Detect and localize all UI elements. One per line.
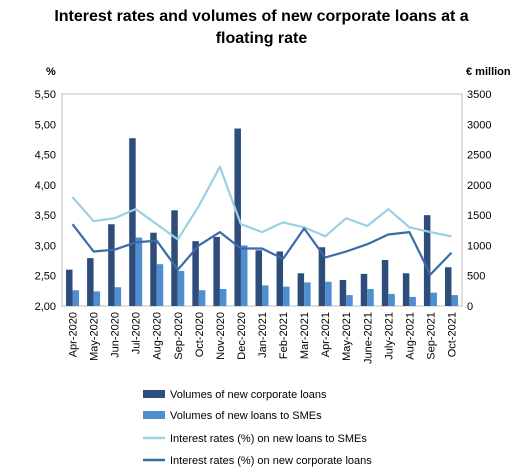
category-label: July-2021 [383, 312, 395, 360]
left-tick-label: 5,50 [35, 89, 56, 101]
category-label: Jul-2020 [131, 312, 143, 354]
bar-corporate-volume [66, 269, 73, 306]
category-label: Apr-2020 [68, 312, 80, 357]
left-tick-label: 5,00 [35, 119, 56, 131]
bar-corporate-volume [213, 236, 220, 306]
legend-sme-volume-label: Volumes of new loans to SMEs [170, 410, 322, 422]
right-axis-label: € million [466, 66, 511, 78]
bar-corporate-volume [108, 224, 115, 306]
bar-corporate-volume [444, 267, 452, 306]
category-label: Aug-2021 [404, 312, 416, 360]
bar-corporate-volume [255, 250, 262, 306]
bar-sme-volume [409, 296, 416, 306]
right-tick-label: 3500 [467, 89, 491, 101]
right-tick-label: 1000 [467, 240, 491, 252]
bar-sme-volume [262, 285, 269, 306]
line-sme-rate [71, 165, 452, 241]
right-tick-label: 2500 [467, 150, 491, 162]
bar-sme-volume [198, 290, 206, 306]
bar-sme-volume [388, 293, 395, 306]
bar-corporate-volume [192, 241, 199, 306]
category-label: Oct-2020 [194, 312, 206, 357]
bar-sme-volume [430, 292, 437, 306]
category-label: Mar-2021 [299, 312, 311, 359]
bar-corporate-volume [339, 279, 347, 306]
bar-sme-volume [325, 281, 332, 306]
left-axis-label: % [46, 66, 56, 78]
category-label: Dec-2020 [236, 312, 248, 360]
bar-corporate-volume [150, 232, 157, 306]
right-tick-label: 500 [467, 271, 485, 283]
bar-corporate-volume [276, 251, 284, 306]
chart-title-line2: floating rate [215, 30, 308, 47]
category-label: Sep-2021 [425, 312, 437, 360]
category-label: May-2020 [89, 312, 101, 361]
chart-title-line1: Interest rates and volumes of new corpor… [54, 8, 469, 25]
bar-sme-volume [177, 270, 185, 306]
bar-sme-volume [135, 237, 143, 306]
bar-sme-volume [72, 290, 80, 306]
bar-sme-volume [283, 286, 290, 306]
category-label: Nov-2020 [215, 312, 227, 360]
category-label: Sep-2020 [173, 312, 185, 360]
right-tick-label: 2000 [467, 180, 491, 192]
left-tick-label: 4,00 [35, 180, 56, 192]
left-tick-label: 3,50 [35, 210, 56, 222]
category-label: Apr-2021 [320, 312, 332, 357]
left-tick-label: 2,50 [35, 271, 56, 283]
legend-corporate-volume-label: Volumes of new corporate loans [170, 389, 327, 401]
category-label: May-2021 [341, 312, 353, 361]
right-tick-label: 0 [467, 301, 473, 313]
legend-sme-rate-label: Interest rates (%) on new loans to SMEs [170, 433, 367, 445]
bar-sme-volume [346, 295, 353, 306]
bar-corporate-volume [87, 258, 94, 306]
category-label: Jun-2020 [110, 312, 122, 358]
category-label: Oct-2021 [446, 312, 458, 357]
bar-sme-volume [93, 291, 101, 306]
bar-corporate-volume [129, 138, 136, 306]
bar-sme-volume [114, 287, 122, 306]
line-corporate-rate [71, 223, 453, 276]
bar-corporate-volume [171, 210, 178, 306]
bar-corporate-volume [381, 259, 389, 306]
legend-corporate-rate-label: Interest rates (%) on new corporate loan… [170, 455, 372, 467]
category-label: Jan-2021 [257, 312, 269, 358]
bar-corporate-volume [297, 273, 305, 306]
bar-corporate-volume [318, 247, 326, 306]
left-tick-label: 4,50 [35, 150, 56, 162]
category-label: June-2021 [362, 312, 374, 364]
chart-title: Interest rates and volumes of new corpor… [0, 6, 523, 50]
bar-sme-volume [240, 245, 248, 306]
bar-sme-volume [451, 295, 458, 306]
bar-sme-volume [219, 289, 227, 306]
right-tick-label: 1500 [467, 210, 491, 222]
bar-corporate-volume [423, 215, 431, 306]
bar-corporate-volume [402, 273, 410, 306]
left-tick-label: 2,00 [35, 301, 56, 313]
right-tick-label: 3000 [467, 119, 491, 131]
legend-corporate-volume-swatch [143, 390, 165, 398]
bar-corporate-volume [360, 273, 368, 306]
bar-sme-volume [304, 282, 311, 306]
bar-sme-volume [156, 264, 164, 306]
category-label: Aug-2020 [152, 312, 164, 360]
legend-sme-volume-swatch [143, 411, 165, 419]
left-tick-label: 3,00 [35, 240, 56, 252]
category-label: Feb-2021 [278, 312, 290, 359]
bar-sme-volume [367, 289, 374, 306]
